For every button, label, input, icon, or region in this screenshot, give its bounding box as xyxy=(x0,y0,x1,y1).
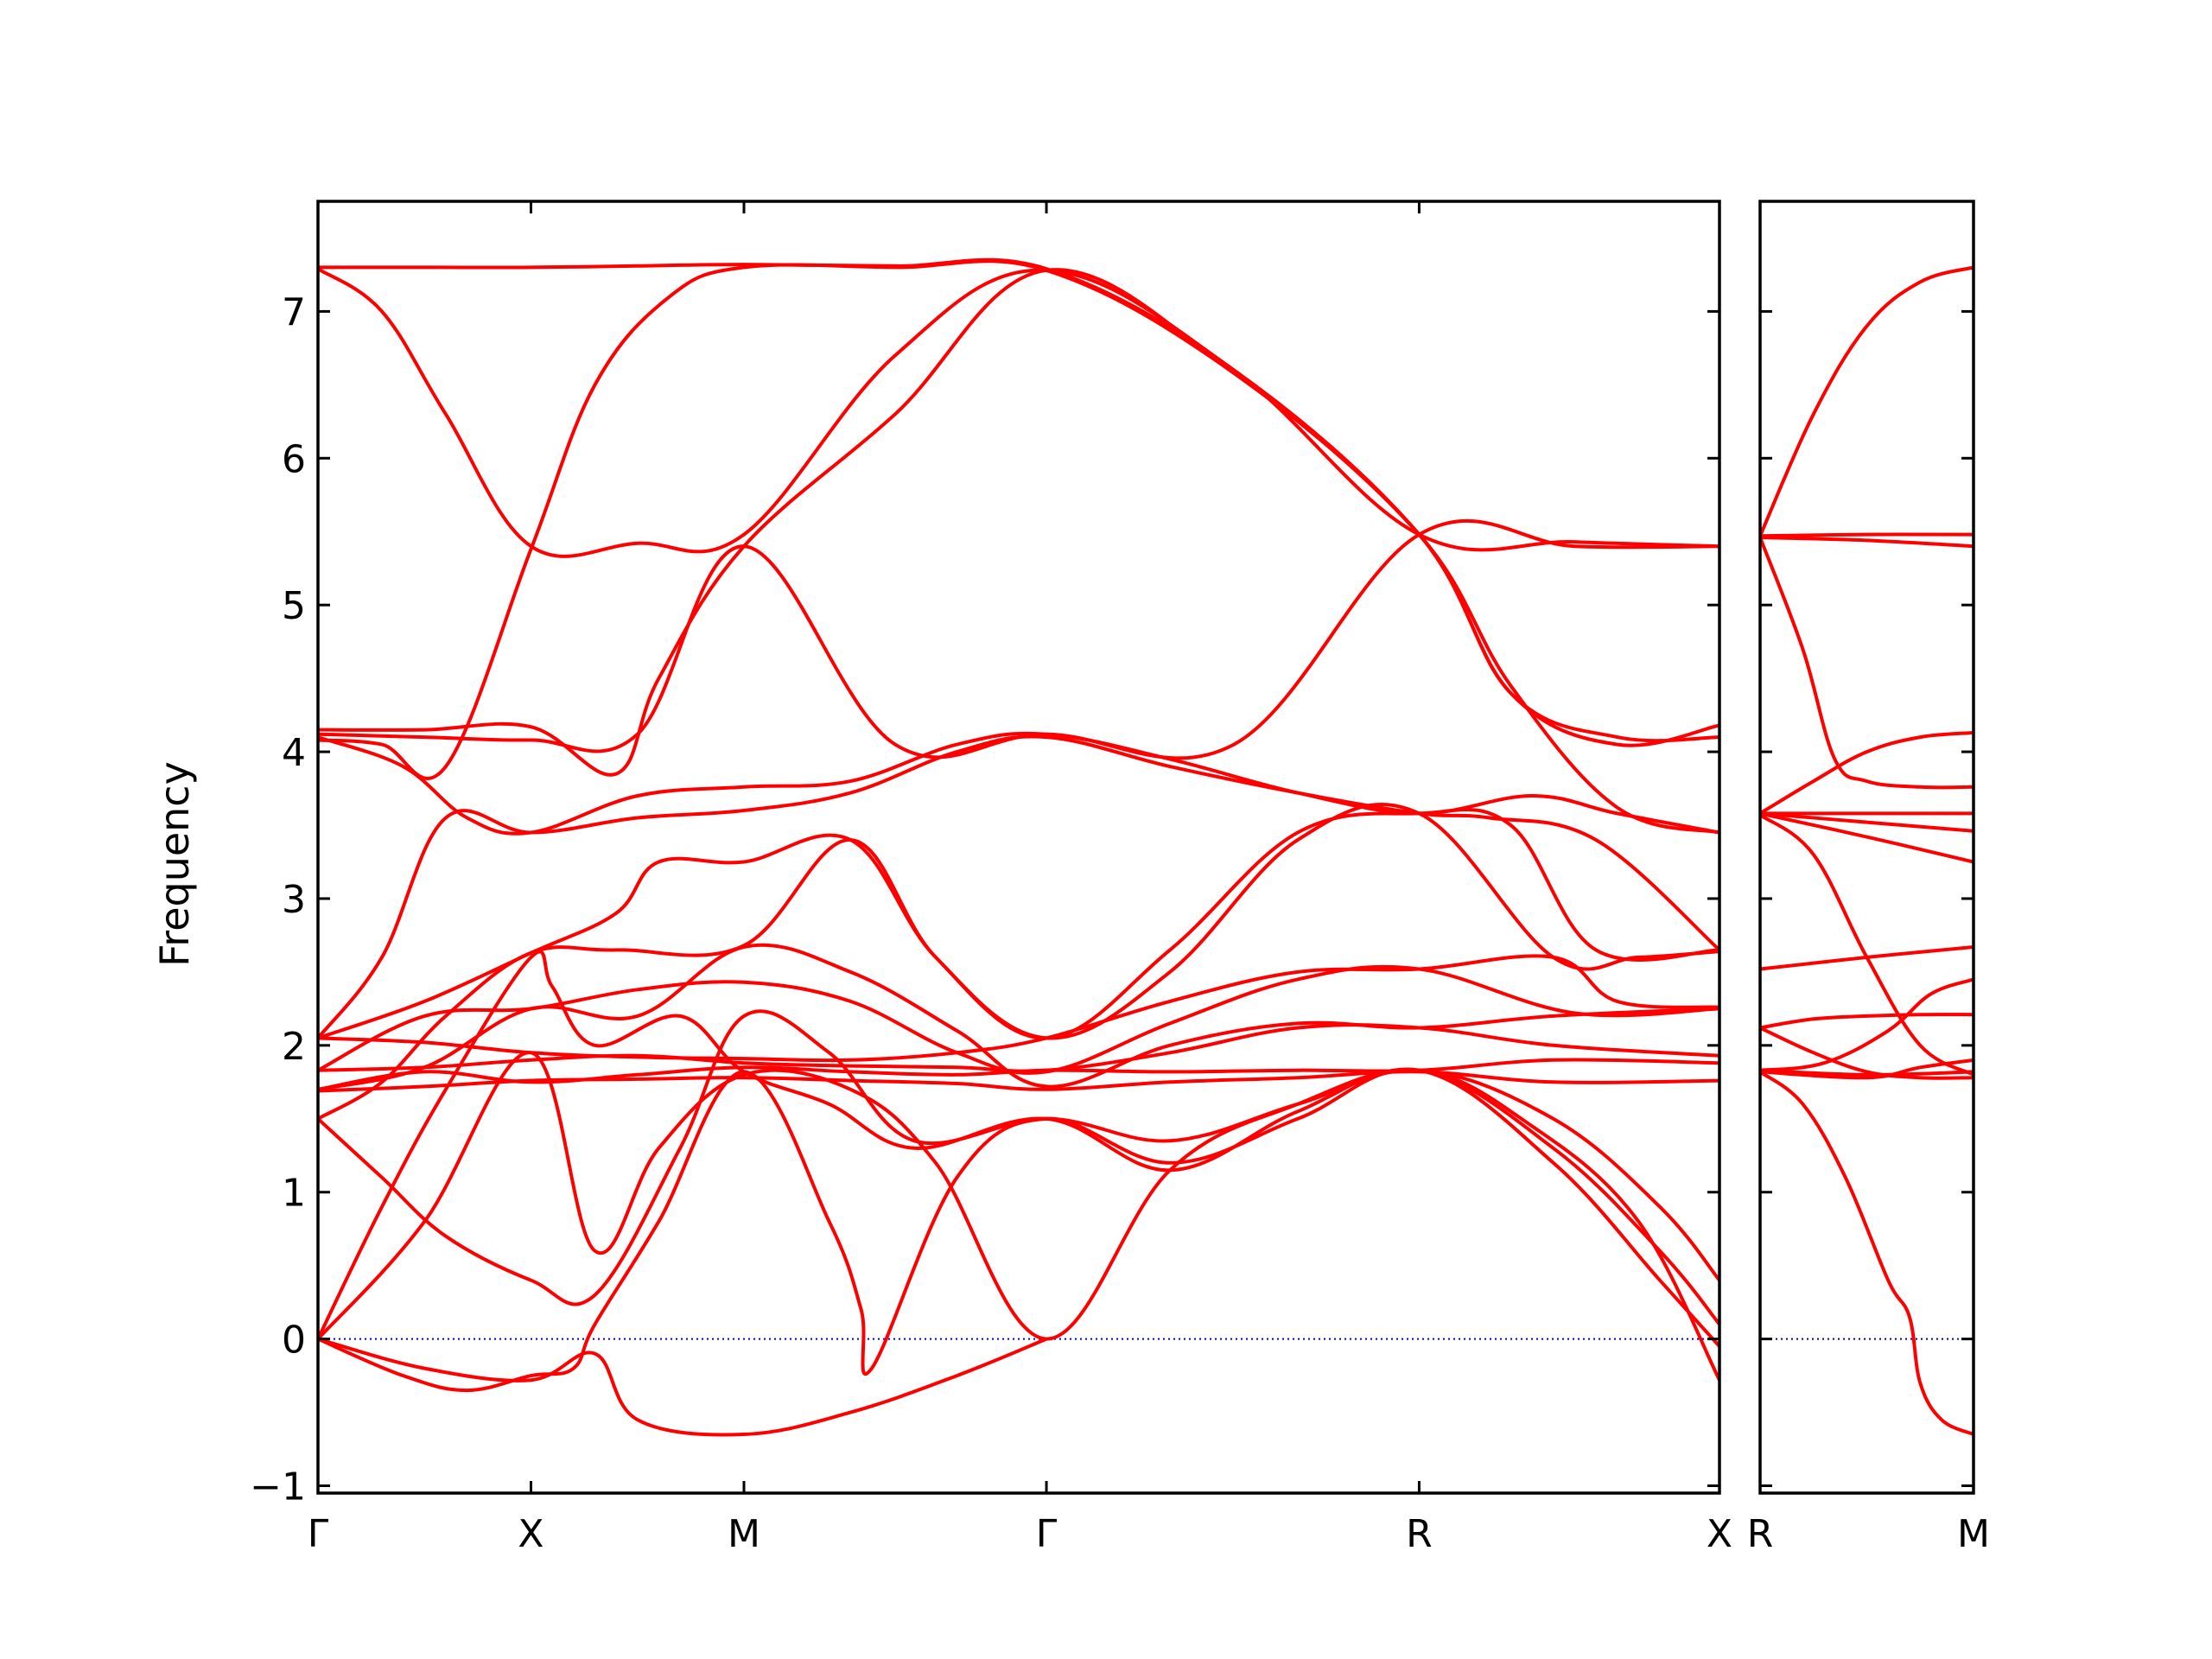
x-tick-label: Γ xyxy=(308,1512,329,1556)
band-line-3 xyxy=(318,268,1719,835)
panel-main: −1 0 1 2 3 4 5 6 7 Γ X M Γ R X xyxy=(250,200,1732,1556)
y-tick-label: 0 xyxy=(282,1319,306,1363)
band-line-0 xyxy=(318,257,1719,552)
band-line-7 xyxy=(318,808,1719,1040)
band-line-9 xyxy=(1760,945,1974,971)
band-line-1 xyxy=(1760,532,1974,538)
band-line-15 xyxy=(1760,1070,1974,1436)
band-line-14 xyxy=(318,1070,1719,1093)
x-tick-label: R xyxy=(1406,1512,1433,1556)
y-tick-label: 3 xyxy=(282,878,306,922)
y-tick-label: 4 xyxy=(282,731,306,775)
band-line-3 xyxy=(1760,536,1974,790)
band-line-19 xyxy=(318,1337,1048,1437)
band-line-4 xyxy=(1760,731,1974,816)
band-line-6 xyxy=(1760,811,1974,833)
band-line-8 xyxy=(318,803,1719,1121)
band-line-9 xyxy=(318,954,1719,1063)
band-line-4 xyxy=(318,518,1719,760)
band-line-15 xyxy=(318,1009,1719,1306)
y-tick-label: 6 xyxy=(282,437,306,481)
y-tick-label: 7 xyxy=(282,290,306,334)
band-line-0 xyxy=(1760,265,1974,538)
x-tick-label: X xyxy=(1707,1512,1732,1556)
x-tick-label: Γ xyxy=(1036,1512,1058,1556)
band-line-5 xyxy=(318,731,1719,836)
band-line-12 xyxy=(1760,977,1974,1072)
band-group xyxy=(1760,265,1974,1436)
y-axis-label: Frequency xyxy=(151,761,198,967)
band-line-14 xyxy=(1760,1058,1974,1080)
band-line-17 xyxy=(318,1051,1719,1382)
band-line-12 xyxy=(318,1023,1719,1073)
band-line-13 xyxy=(1760,1068,1974,1077)
band-line-11 xyxy=(318,943,1719,1091)
band-line-7 xyxy=(1760,811,1974,864)
x-tick-label: M xyxy=(728,1512,760,1556)
y-tick-label: 1 xyxy=(282,1172,306,1216)
band-line-13 xyxy=(318,1058,1719,1091)
band-group xyxy=(318,257,1719,1437)
band-line-2 xyxy=(318,259,1719,780)
band-line-6 xyxy=(318,734,1719,1040)
band-line-2 xyxy=(1760,536,1974,549)
plot-frame xyxy=(316,200,1721,1495)
x-tick-label: M xyxy=(1957,1512,1990,1556)
y-tick-label: −1 xyxy=(250,1465,306,1510)
y-tick-label: 2 xyxy=(282,1025,306,1069)
y-tick-label: 5 xyxy=(282,584,306,628)
band-line-1 xyxy=(318,267,1719,747)
band-line-10 xyxy=(1760,1013,1974,1030)
x-tick-label: R xyxy=(1747,1512,1774,1556)
plot-frame xyxy=(1758,200,1975,1495)
x-tick-label: X xyxy=(518,1512,543,1556)
band-line-18 xyxy=(318,1067,1719,1393)
band-line-11 xyxy=(1760,1026,1974,1080)
band-line-16 xyxy=(318,950,1719,1341)
